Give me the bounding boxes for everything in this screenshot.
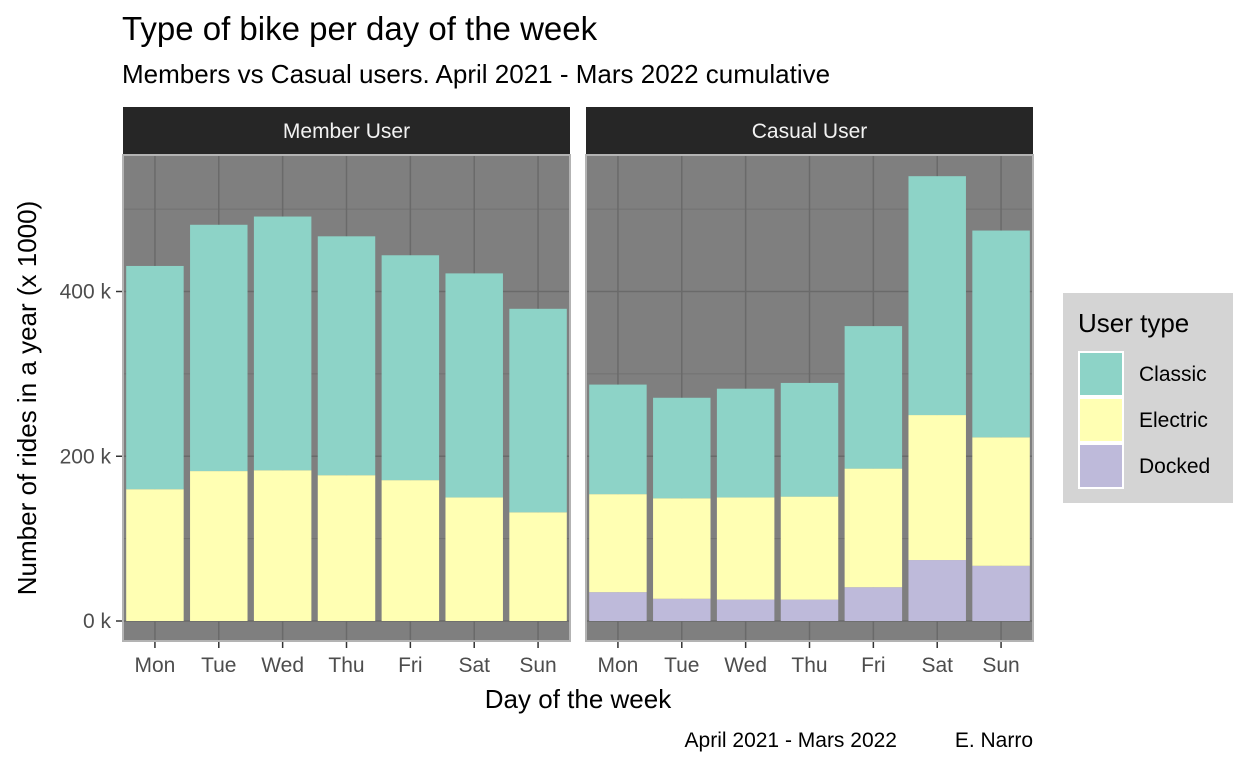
bar-docked-wed (716, 599, 775, 621)
legend-key-classic (1078, 351, 1124, 397)
bar-classic-fri (381, 255, 440, 481)
bar-electric-mon (589, 494, 647, 593)
facet-strip-label: Casual User (752, 120, 868, 143)
x-tick-label: Thu (328, 654, 364, 677)
bar-classic-sun (509, 308, 567, 513)
x-tick-label: Fri (398, 654, 423, 677)
facet-strip-label: Member User (283, 120, 410, 143)
bar-electric-fri (381, 480, 440, 621)
bar-docked-sun (972, 565, 1030, 621)
legend: User type Classic Electric Docked (1063, 293, 1233, 503)
legend-label-docked: Docked (1139, 455, 1210, 478)
bar-electric-sun (509, 512, 567, 621)
bar-classic-tue (653, 397, 711, 499)
legend-key-electric (1078, 397, 1124, 443)
x-tick-label: Sun (519, 654, 556, 677)
bar-electric-thu (780, 496, 839, 600)
y-tick-label: 200 k (60, 445, 112, 468)
x-tick-label: Sat (458, 654, 490, 677)
bar-electric-sun (972, 437, 1030, 566)
x-tick-label: Wed (261, 654, 304, 677)
bar-classic-thu (317, 236, 376, 476)
bar-docked-thu (780, 599, 839, 621)
bar-electric-tue (190, 471, 248, 621)
chart-title: Type of bike per day of the week (122, 10, 598, 47)
facet-strip (586, 107, 1033, 155)
bar-electric-thu (317, 475, 376, 621)
x-tick-label: Sun (982, 654, 1019, 677)
x-axis-title: Day of the week (485, 684, 672, 714)
x-tick-label: Mon (134, 654, 175, 677)
bar-docked-fri (844, 587, 903, 621)
bar-classic-wed (253, 216, 312, 471)
facet-strip (123, 107, 570, 155)
bar-electric-sat (445, 497, 503, 621)
x-tick-label: Mon (597, 654, 638, 677)
bar-classic-fri (844, 326, 903, 469)
bar-classic-sun (972, 230, 1030, 438)
panel-casual-user: Casual User Mon Tue Wed Thu Fri Sat Sun (585, 107, 1034, 677)
legend-label-electric: Electric (1139, 409, 1208, 432)
bar-electric-sat (908, 415, 966, 561)
chart-subtitle: Members vs Casual users. April 2021 - Ma… (122, 59, 830, 89)
caption-period: April 2021 - Mars 2022 (685, 729, 897, 752)
bar-classic-thu (780, 382, 839, 497)
bar-classic-sat (445, 273, 503, 498)
x-tick-label: Thu (791, 654, 827, 677)
y-tick-label: 0 k (83, 610, 112, 633)
bar-docked-sat (908, 560, 966, 621)
bar-classic-sat (908, 176, 966, 416)
panel-member-user: Member User Mon Tue Wed Thu Fri Sat Sun (122, 107, 571, 677)
bar-electric-mon (126, 489, 184, 621)
legend-title: User type (1078, 308, 1189, 338)
x-tick-label: Tue (201, 654, 236, 677)
bar-classic-tue (190, 224, 248, 472)
bar-electric-wed (253, 470, 312, 621)
bar-electric-tue (653, 498, 711, 599)
bar-electric-wed (716, 497, 775, 600)
caption-author: E. Narro (955, 729, 1033, 752)
bar-classic-mon (126, 265, 184, 490)
bar-docked-tue (653, 598, 711, 621)
legend-label-classic: Classic (1139, 363, 1207, 386)
legend-key-docked (1078, 443, 1124, 489)
y-tick-label: 400 k (60, 281, 112, 304)
x-tick-label: Tue (664, 654, 699, 677)
y-axis: 0 k 200 k 400 k (60, 281, 122, 633)
x-tick-label: Wed (724, 654, 767, 677)
bar-classic-mon (589, 384, 647, 495)
bar-classic-wed (716, 388, 775, 498)
bar-docked-mon (589, 592, 647, 621)
x-tick-label: Sat (921, 654, 953, 677)
bar-electric-fri (844, 468, 903, 588)
x-tick-label: Fri (861, 654, 886, 677)
y-axis-title: Number of rides in a year (x 1000) (12, 201, 42, 596)
